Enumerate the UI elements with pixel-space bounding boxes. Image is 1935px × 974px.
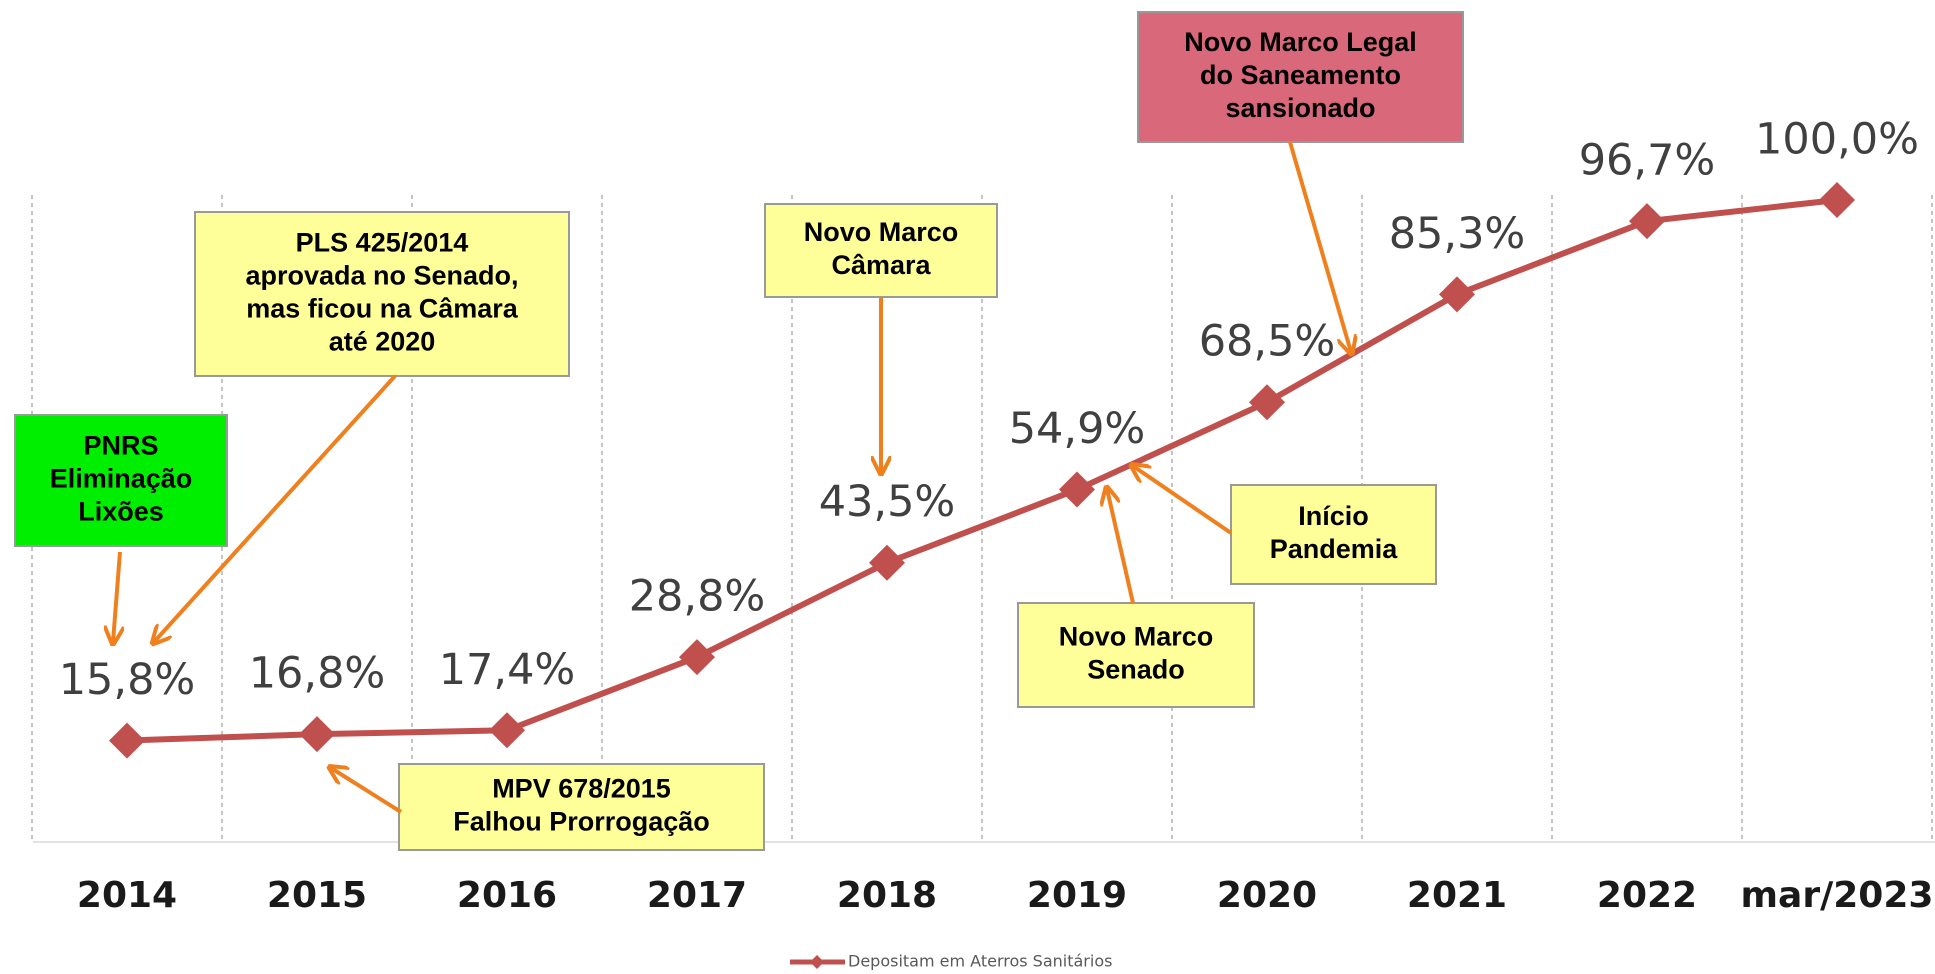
annotation-text: PLS 425/2014 [296,228,469,258]
data-point [1629,203,1665,240]
data-line [126,197,1838,744]
x-tick-label: 2018 [837,875,937,916]
x-tick-label: 2017 [647,875,747,916]
data-label: 28,8% [629,572,766,622]
data-point [679,639,715,676]
data-point [299,716,335,753]
x-tick-label: 2016 [457,875,557,916]
annotation-box [1137,11,1464,143]
data-label: 100,0% [1755,115,1919,165]
annotation-text: Falhou Prorrogação [453,807,710,837]
annotation-text: até 2020 [329,327,436,357]
data-label: 15,8% [59,655,196,705]
x-tick-label: 2022 [1597,875,1697,916]
annotation-text: PNRS [83,431,158,461]
annotation-text: do Saneamento [1200,60,1401,90]
legend-label: Depositam em Aterros Sanitários [848,952,1112,971]
annotation-arrow [154,374,397,642]
data-label: 85,3% [1389,209,1526,259]
annotation-text: Novo Marco [804,217,959,247]
annotation-text: aprovada no Senado, [245,261,518,291]
data-point [489,712,525,749]
data-label: 96,7% [1579,136,1716,186]
data-point [1819,182,1855,218]
data-label: 16,8% [249,649,386,699]
data-label: 43,5% [819,477,956,527]
data-label: 17,4% [439,645,576,695]
x-tick-label: 2021 [1407,875,1507,916]
data-point [109,722,145,759]
annotation-text: Novo Marco Legal [1184,27,1417,57]
data-point [869,544,905,581]
annotation-text: Câmara [831,250,931,280]
annotation-text: Eliminação [50,464,193,494]
x-tick-label: 2020 [1217,875,1317,916]
annotation-box [1230,484,1437,585]
annotation-text: Senado [1087,655,1185,685]
data-point [1249,384,1285,421]
x-tick-label: 2015 [267,875,367,916]
annotation-box [14,414,228,547]
annotation-text: MPV 678/2015 [492,774,671,804]
data-point [1059,471,1095,508]
annotation-box [194,211,570,377]
data-point [1439,276,1475,313]
annotation-text: sansionado [1225,93,1375,123]
annotation-text: Pandemia [1270,534,1399,564]
annotation-arrow [1288,141,1351,352]
annotation-text: Novo Marco [1059,622,1214,652]
annotation-arrow [113,551,120,642]
data-label: 68,5% [1199,317,1336,367]
annotation-box [398,763,765,851]
x-tick-label: 2014 [77,875,177,916]
annotation-text: mas ficou na Câmara [246,294,519,324]
annotation-arrow [331,768,403,814]
data-label: 54,9% [1009,404,1146,454]
x-tick-label: mar/2023 [1741,875,1934,916]
annotation-arrow [1107,489,1135,604]
annotation-text: Início [1298,501,1369,531]
x-tick-label: 2019 [1027,875,1127,916]
annotation-box [764,203,998,298]
annotation-box [1017,602,1255,708]
annotation-text: Lixões [78,497,164,527]
legend-marker [810,955,824,969]
annotation-arrow [1133,466,1233,535]
